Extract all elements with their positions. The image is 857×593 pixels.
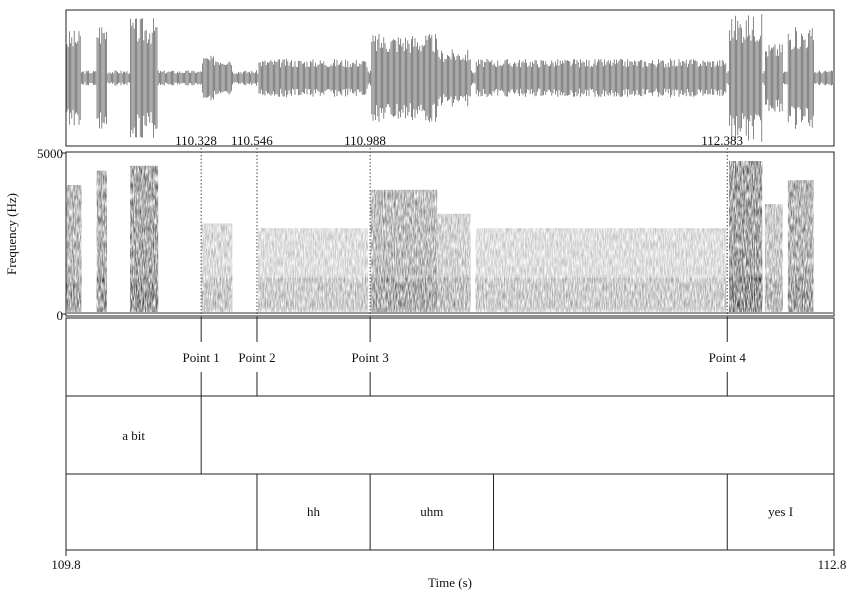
spectrogram-formant-band (201, 277, 233, 310)
word-tier (65, 395, 835, 475)
tier-panel: Point 1 Point 2 Point 3 Point 4 a bit hh uhm… (65, 317, 835, 551)
x-tick-left: 109.8 (51, 557, 80, 572)
x-tick-right: 112.8 (818, 557, 847, 572)
spectrogram-formant-band (66, 277, 82, 310)
point-label-1: Point 1 (183, 350, 220, 365)
spectrogram-image (66, 161, 814, 313)
waveform-panel (65, 9, 835, 147)
waveform-trace (66, 14, 835, 142)
spectrogram-formant-band (729, 277, 763, 310)
spectrogram-panel: Frequency (Hz) 5000 0 (4, 146, 835, 323)
point-label-4: Point 4 (709, 350, 747, 365)
time-marks: 110.328 110.546 110.988 112.383 (175, 133, 743, 318)
point-tier-items: Point 1 Point 2 Point 3 Point 4 (183, 318, 747, 396)
y-tick-top: 5000 (37, 146, 63, 161)
point-label-3: Point 3 (352, 350, 389, 365)
word-interval-label-1: a bit (122, 428, 145, 443)
spectrogram-formant-band (787, 277, 814, 310)
x-axis: 109.8 112.8 Time (s) (51, 550, 846, 590)
point-label-2: Point 2 (238, 350, 275, 365)
time-mark-label-1: 110.328 (175, 133, 217, 148)
spectrogram-formant-band (130, 277, 159, 310)
spectrogram-formant-band (370, 277, 438, 310)
phrase-tier (65, 473, 835, 551)
phrase-interval-label-2: hh (307, 504, 321, 519)
spectrogram-formant-band (437, 277, 471, 310)
phrase-interval-label-3: uhm (420, 504, 443, 519)
y-tick-bottom: 0 (57, 308, 64, 323)
spectrogram-formant-band (96, 277, 107, 310)
spectrogram-energy-band (96, 170, 107, 313)
word-tier-items: a bit (122, 396, 202, 474)
time-mark-label-2: 110.546 (231, 133, 273, 148)
phrase-tier-items: hh uhm yes I (256, 474, 793, 550)
time-mark-label-3: 110.988 (344, 133, 386, 148)
time-mark-label-4: 112.383 (701, 133, 743, 148)
spectrogram-formant-band (475, 277, 727, 310)
spectrogram-formant-band (764, 277, 783, 310)
x-axis-label: Time (s) (428, 575, 472, 590)
spectrogram-formant-band (258, 277, 369, 310)
y-axis-label: Frequency (Hz) (4, 193, 19, 275)
phrase-interval-label-5: yes I (768, 504, 793, 519)
